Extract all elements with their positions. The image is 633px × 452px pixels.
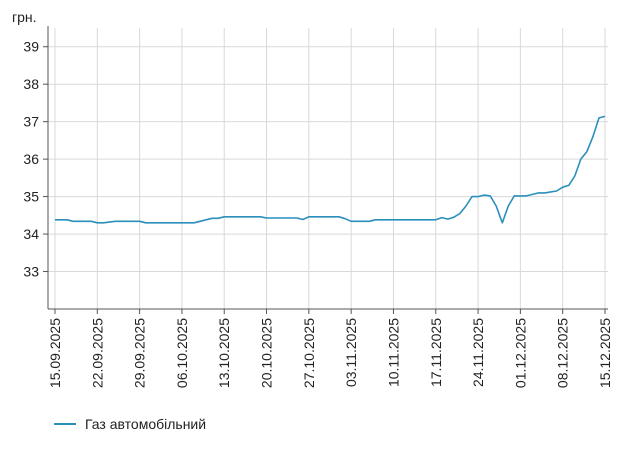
y-gridlines — [43, 46, 608, 273]
y-tick-labels: 33 34 35 36 37 38 39 — [23, 39, 39, 280]
y-tick-label: 37 — [23, 114, 39, 130]
series-layer — [55, 115, 606, 224]
x-tick-label: 24.11.2025 — [470, 318, 486, 387]
legend-label: Газ автомобільний — [85, 416, 207, 432]
y-tick-label: 39 — [23, 39, 39, 55]
x-tick-label: 15.09.2025 — [47, 318, 63, 388]
x-tick-label: 15.12.2025 — [597, 318, 613, 388]
series-line — [55, 115, 606, 224]
x-tick-label: 20.10.2025 — [259, 318, 275, 388]
y-tick-label: 35 — [23, 189, 39, 205]
x-tick-label: 27.10.2025 — [301, 318, 317, 388]
x-tick-label: 03.11.2025 — [343, 318, 359, 387]
x-tick-label: 10.11.2025 — [385, 318, 401, 387]
x-tick-label: 29.09.2025 — [132, 318, 148, 388]
y-tick-label: 38 — [23, 76, 39, 92]
x-tick-label: 06.10.2025 — [174, 318, 190, 388]
x-tick-label: 13.10.2025 — [216, 318, 232, 388]
y-tick-label: 33 — [23, 264, 39, 280]
legend: Газ автомобільний — [54, 416, 206, 432]
y-tick-label: 34 — [23, 226, 39, 242]
y-tick-label: 36 — [23, 151, 39, 167]
x-tick-labels: 15.09.2025 22.09.2025 29.09.2025 06.10.2025… — [47, 318, 613, 388]
x-gridlines — [54, 28, 606, 314]
x-tick-label: 22.09.2025 — [89, 318, 105, 388]
y-axis-unit-label: грн. — [12, 9, 37, 25]
x-tick-label: 17.11.2025 — [428, 318, 444, 387]
x-tick-label: 08.12.2025 — [555, 318, 571, 388]
legend-swatch — [54, 423, 76, 425]
x-tick-label: 01.12.2025 — [512, 318, 528, 388]
axes — [47, 26, 608, 310]
